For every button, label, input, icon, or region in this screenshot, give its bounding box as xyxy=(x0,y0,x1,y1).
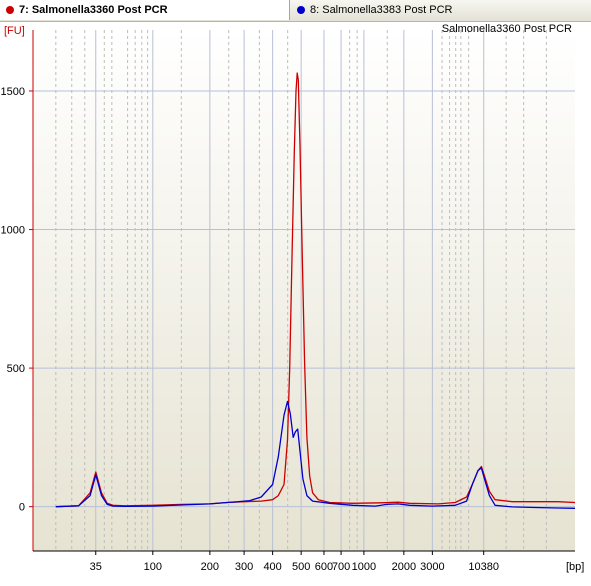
plot-background xyxy=(33,30,575,551)
grid-lines xyxy=(33,30,575,551)
tab-label: 8: Salmonella3383 Post PCR xyxy=(310,4,453,16)
x-tick-label: 400 xyxy=(263,561,281,573)
x-tick-label: 2000 xyxy=(392,561,416,573)
x-tick-label: 500 xyxy=(292,561,310,573)
y-tick-label: 1000 xyxy=(1,225,25,237)
x-axis-label: [bp] xyxy=(566,561,584,573)
series-line-2 xyxy=(55,400,576,509)
sample-tab-bar: 7: Salmonella3360 Post PCR 8: Salmonella… xyxy=(0,0,591,22)
chart-title: Salmonella3360 Post PCR xyxy=(442,23,572,35)
x-tick-label: 300 xyxy=(235,561,253,573)
y-tick-label: 0 xyxy=(19,502,25,514)
tab-sample-7[interactable]: 7: Salmonella3360 Post PCR xyxy=(0,0,290,20)
x-tick-label: 10380 xyxy=(468,561,499,573)
x-tick-label: 200 xyxy=(201,561,219,573)
blue-dot-icon xyxy=(297,6,305,14)
x-tick-label: 35 xyxy=(90,561,102,573)
x-tick-label: 3000 xyxy=(420,561,444,573)
x-tick-label: 1000 xyxy=(352,561,376,573)
x-tick-label: 600 xyxy=(315,561,333,573)
x-tick-label: 700 xyxy=(332,561,350,573)
y-axis-label: [FU] xyxy=(4,25,25,37)
x-tick-label: 100 xyxy=(144,561,162,573)
tab-label: 7: Salmonella3360 Post PCR xyxy=(19,4,168,16)
data-series xyxy=(55,72,576,509)
y-tick-label: 500 xyxy=(7,363,25,375)
tab-sample-8[interactable]: 8: Salmonella3383 Post PCR xyxy=(291,0,591,20)
red-dot-icon xyxy=(6,6,14,14)
y-tick-label: 1500 xyxy=(1,86,25,98)
